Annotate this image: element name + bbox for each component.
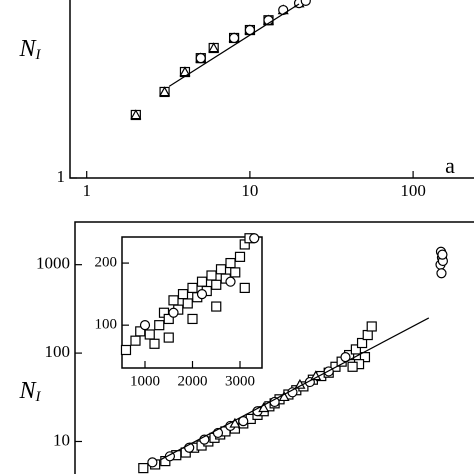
x-tick-label: 2000 bbox=[177, 373, 207, 389]
circle-point bbox=[196, 289, 208, 300]
square-point bbox=[138, 462, 149, 474]
y-axis-label: NI bbox=[18, 36, 41, 64]
square-point bbox=[130, 335, 141, 346]
plot-frame bbox=[69, 0, 474, 179]
triangle-point bbox=[294, 378, 306, 389]
x-tick-label: 10 bbox=[241, 181, 258, 200]
square-point bbox=[350, 344, 361, 355]
square-point bbox=[120, 344, 132, 356]
circle-point bbox=[278, 4, 289, 16]
square-point bbox=[234, 251, 246, 262]
circle-point bbox=[300, 0, 311, 6]
square-point bbox=[154, 320, 165, 331]
triangle-point bbox=[258, 402, 270, 413]
triangle-point bbox=[278, 391, 290, 402]
square-point bbox=[362, 329, 373, 341]
circle-point bbox=[249, 233, 260, 244]
y-label-main: N bbox=[18, 378, 37, 404]
y-tick-label: 1 bbox=[57, 167, 66, 186]
x-tick-label: 1 bbox=[82, 181, 91, 200]
fit-line bbox=[168, 3, 300, 87]
square-point bbox=[196, 276, 208, 287]
square-point bbox=[347, 361, 358, 372]
circle-point bbox=[195, 53, 206, 64]
circle-point bbox=[228, 32, 240, 44]
square-point bbox=[144, 329, 155, 340]
square-point bbox=[177, 289, 189, 300]
square-point bbox=[359, 352, 371, 363]
square-point bbox=[230, 267, 241, 278]
square-point bbox=[206, 270, 217, 281]
square-point bbox=[239, 282, 250, 294]
square-point bbox=[187, 313, 198, 325]
triangle-point bbox=[229, 417, 241, 428]
y-tick-label: 1000 bbox=[36, 254, 70, 273]
square-point bbox=[163, 332, 174, 343]
y-axis-label: NI bbox=[18, 378, 41, 406]
square-point bbox=[187, 282, 198, 294]
square-point bbox=[168, 295, 179, 306]
triangle-point bbox=[130, 109, 142, 120]
y-tick-label: 100 bbox=[95, 317, 118, 333]
x-tick-label: 1000 bbox=[130, 373, 160, 389]
circle-point bbox=[436, 268, 447, 279]
square-point bbox=[211, 301, 222, 312]
fit-line bbox=[160, 317, 430, 461]
y-tick-label: 10 bbox=[53, 430, 70, 449]
triangle-point bbox=[310, 370, 322, 381]
y-label-sub: I bbox=[35, 389, 42, 405]
square-point bbox=[182, 298, 193, 309]
square-point bbox=[366, 321, 377, 332]
x-tick-label: 3000 bbox=[225, 373, 255, 389]
square-point bbox=[225, 257, 236, 269]
circle-point bbox=[168, 307, 179, 318]
plot-frame bbox=[74, 221, 474, 474]
square-point bbox=[356, 337, 368, 349]
y-tick-label: 200 bbox=[95, 255, 118, 271]
square-point bbox=[211, 279, 222, 290]
triangle-point bbox=[208, 42, 220, 53]
y-label-sub: I bbox=[35, 47, 42, 63]
circle-point bbox=[139, 320, 151, 331]
panel-label: a bbox=[445, 153, 455, 178]
circle-point bbox=[225, 276, 236, 287]
y-label-main: N bbox=[18, 36, 37, 62]
panel: 10 100 1000 NI bbox=[18, 221, 474, 474]
square-point bbox=[215, 264, 227, 275]
square-point bbox=[149, 338, 160, 349]
triangle-point bbox=[159, 86, 171, 97]
x-tick-label: 100 bbox=[400, 181, 426, 200]
y-tick-label: 100 bbox=[45, 342, 71, 361]
circle-point bbox=[147, 457, 158, 468]
circle-point bbox=[437, 249, 448, 260]
panel: 1000 2000 3000 100 200 bbox=[95, 233, 263, 389]
